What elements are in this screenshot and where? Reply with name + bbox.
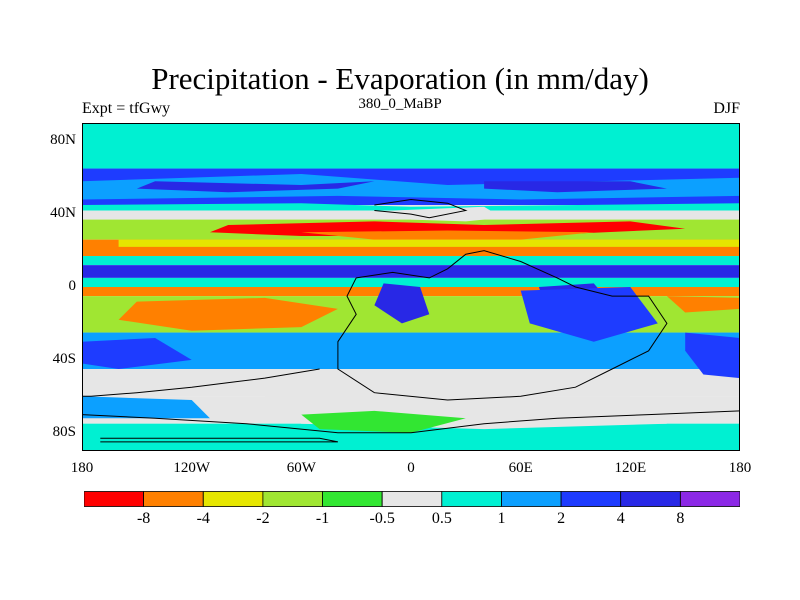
y-tick-label: 40N (50, 205, 76, 222)
x-tick-label: 180 (728, 460, 752, 476)
field-patch (136, 181, 375, 193)
experiment-label: Expt = tfGwy (82, 100, 171, 117)
y-tick-label: 80N (50, 132, 76, 149)
colorbar-label: -2 (256, 510, 270, 527)
field-patch (301, 410, 466, 433)
x-tick-label: 60W (286, 460, 316, 476)
x-tick-label: 0 (407, 460, 415, 476)
x-tick-label: 120E (614, 460, 647, 476)
map-frame (82, 123, 740, 451)
coastline (374, 198, 468, 219)
season-label: DJF (713, 100, 740, 117)
x-tick-label: 60E (508, 460, 533, 476)
colorbar-label: -8 (136, 510, 151, 527)
colorbar-box (560, 491, 622, 507)
colorbar-box (322, 491, 383, 507)
period-label: 380_0_MaBP (358, 96, 442, 112)
colorbar-box (84, 491, 144, 507)
field-patch (82, 432, 740, 451)
colorbar-box (143, 491, 204, 507)
coastline (337, 250, 668, 401)
y-tick-label: 0 (68, 278, 77, 294)
coastline (100, 437, 338, 443)
colorbar-box (202, 491, 264, 507)
colorbar-box (441, 491, 502, 507)
y-tick-label: 80S (52, 423, 76, 440)
colorbar-box (381, 491, 443, 507)
field-patch (301, 230, 594, 240)
field-patch (374, 283, 430, 324)
colorbar-label: 1 (497, 510, 506, 527)
field-patch (666, 296, 740, 313)
x-tick-label: 120W (173, 460, 210, 476)
field-layer (82, 123, 740, 451)
lat-band (82, 369, 740, 397)
field-patch (685, 332, 740, 379)
colorbar-box (680, 491, 740, 507)
colorbar-label: -1 (315, 510, 330, 527)
colorbar (84, 491, 740, 507)
colorbar-box (262, 491, 323, 507)
lat-band (82, 256, 740, 266)
field-patch (520, 287, 658, 342)
map-plot (82, 123, 740, 451)
colorbar-box (501, 491, 562, 507)
colorbar-label: -0.5 (369, 510, 395, 527)
lat-band (82, 277, 740, 287)
lat-band (82, 332, 740, 369)
coastline (82, 410, 740, 434)
lat-band (82, 123, 740, 169)
lat-band (82, 265, 740, 278)
field-patch (82, 338, 192, 369)
coastline-layer (82, 198, 740, 443)
colorbar-label: 4 (616, 510, 625, 527)
field-patch (82, 203, 740, 211)
colorbar-label: 2 (557, 510, 566, 527)
field-patch (118, 297, 338, 331)
field-patch (82, 396, 210, 419)
coastline (82, 368, 320, 397)
map-title: Precipitation - Evaporation (in mm/day) (151, 61, 649, 96)
field-patch (484, 181, 667, 193)
field-patch (82, 174, 740, 200)
colorbar-label: 8 (676, 510, 685, 527)
field-patch (118, 239, 740, 247)
colorbar-label: 0.5 (431, 510, 452, 527)
colorbar-label: -4 (196, 510, 210, 527)
colorbar-box (620, 491, 681, 507)
x-tick-label: 180 (70, 460, 94, 476)
y-tick-label: 40S (52, 350, 76, 367)
